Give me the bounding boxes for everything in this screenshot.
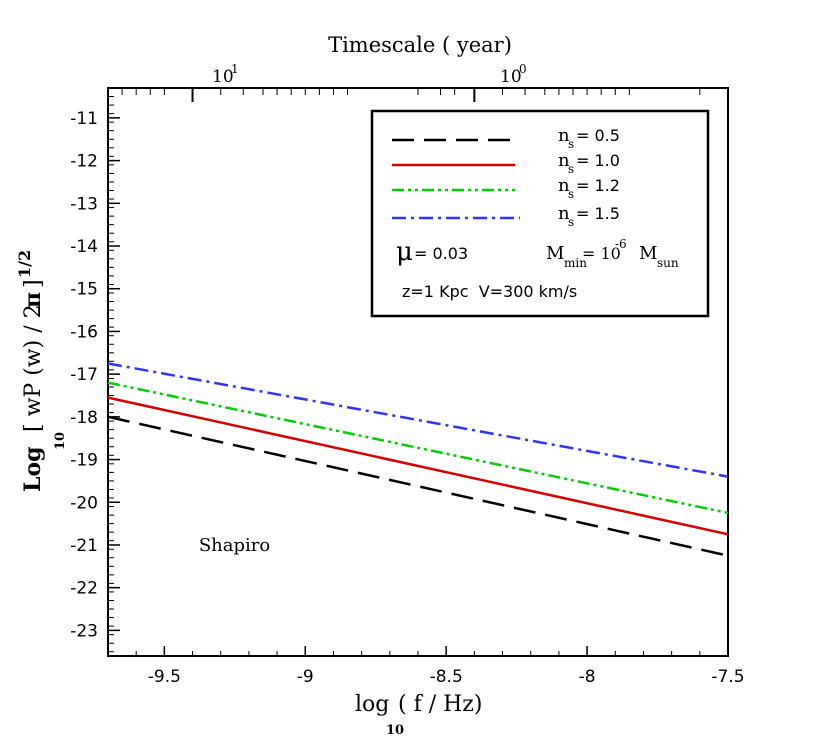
svg-text:= 1.0: = 1.0 [576, 151, 620, 170]
legend-label-3: n s = 1.5 [558, 203, 620, 229]
x-tick-label: -7.5 [711, 667, 744, 687]
svg-text:log: log [355, 692, 389, 717]
legend-mu: μ = 0.03 [396, 237, 468, 267]
svg-text:-6: -6 [615, 237, 627, 251]
y-tick-label: -14 [70, 237, 98, 257]
svg-text:Log: Log [20, 446, 46, 492]
series-line-3 [107, 362, 729, 478]
y-tick-label: -21 [70, 536, 98, 556]
svg-text:1/2: 1/2 [15, 250, 34, 278]
x-tick-label: -9.5 [148, 667, 181, 687]
svg-text:s: s [568, 137, 574, 151]
annotation-shapiro: Shapiro [199, 535, 270, 556]
svg-text:π: π [20, 292, 46, 308]
svg-text:sun: sun [657, 256, 679, 270]
y-tick-label: -15 [70, 280, 98, 300]
y-axis-title: Log 10 [ wP (w) / 2 π ] 1/2 [15, 250, 68, 492]
top-tick-label-0: 10 0 [500, 62, 527, 87]
series-line-2 [107, 381, 729, 515]
series-line-0 [107, 415, 729, 557]
svg-text:M: M [639, 243, 657, 264]
x-tick-label: -8 [579, 667, 596, 687]
x-axis-title: log 10 ( f / Hz) [355, 692, 482, 738]
y-tick-label: -23 [70, 621, 98, 641]
svg-text:n: n [558, 203, 570, 224]
svg-text:= 0.5: = 0.5 [576, 126, 620, 145]
svg-text:μ: μ [396, 237, 413, 267]
svg-text:s: s [568, 215, 574, 229]
svg-text:1: 1 [231, 62, 239, 76]
svg-text:= 10: = 10 [582, 244, 621, 263]
svg-text:= 0.03: = 0.03 [414, 244, 468, 263]
legend-mass: M min = 10 -6 M sun [546, 237, 679, 270]
svg-text:10: 10 [500, 67, 522, 87]
y-tick-label: -11 [70, 109, 98, 129]
y-tick-label: -12 [70, 152, 98, 172]
legend-params: z=1 Kpc V=300 km/s [402, 282, 577, 301]
svg-text:= 1.5: = 1.5 [576, 204, 620, 223]
top-tick-label-1: 10 1 [212, 62, 239, 87]
svg-text:n: n [558, 125, 570, 146]
legend-box [370, 109, 710, 318]
svg-text:10: 10 [386, 723, 404, 738]
y-tick-label: -22 [70, 579, 98, 599]
legend-label-2: n s = 1.2 [558, 175, 620, 201]
svg-text:0: 0 [519, 62, 527, 76]
svg-text:M: M [546, 243, 564, 264]
svg-text:]: ] [21, 279, 46, 288]
svg-text:min: min [564, 256, 587, 270]
legend: n s = 0.5 n s = 1.0 n s = 1.2 n s = 1.5 … [370, 109, 710, 318]
svg-text:10: 10 [212, 67, 234, 87]
svg-text:s: s [568, 187, 574, 201]
svg-text:( f / Hz): ( f / Hz) [398, 692, 482, 717]
svg-text:n: n [558, 175, 570, 196]
y-tick-label: -19 [70, 451, 98, 471]
x-tick-label: -8.5 [430, 667, 463, 687]
x-axis-ticks: -9.5 -9 -8.5 -8 -7.5 [107, 646, 745, 687]
y-tick-label: -17 [70, 365, 98, 385]
y-tick-label: -20 [70, 493, 98, 513]
series-line-1 [107, 396, 729, 536]
series-lines [107, 362, 729, 557]
svg-text:[ wP (w) / 2: [ wP (w) / 2 [21, 304, 46, 432]
legend-label-1: n s = 1.0 [558, 150, 620, 176]
top-axis-ticks [121, 88, 701, 102]
legend-label-0: n s = 0.5 [558, 125, 620, 151]
top-axis-title: Timescale ( year) [328, 33, 512, 57]
y-tick-label: -13 [70, 194, 98, 214]
svg-text:s: s [568, 162, 574, 176]
y-tick-label: -16 [70, 322, 98, 342]
svg-text:= 1.2: = 1.2 [576, 176, 620, 195]
x-tick-label: -9 [297, 667, 314, 687]
svg-text:10: 10 [53, 432, 68, 450]
y-axis-ticks: -11 -12 -13 -14 -15 -16 -17 -18 -19 -20 -21 -22 -23 [70, 87, 120, 653]
svg-text:n: n [558, 150, 570, 171]
y-tick-label: -18 [70, 408, 98, 428]
